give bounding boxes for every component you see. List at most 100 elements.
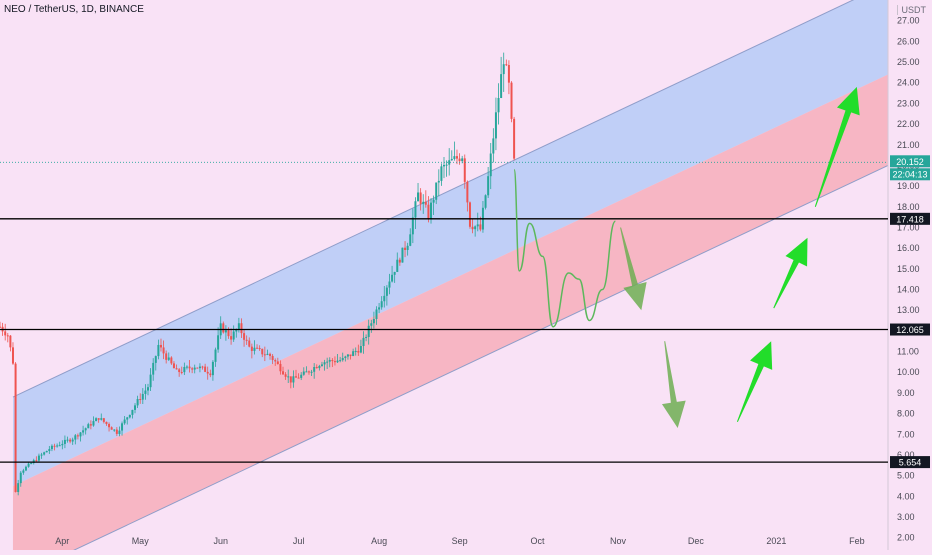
candle-body[interactable] — [494, 112, 497, 139]
candle-body[interactable] — [147, 387, 149, 391]
candle-body[interactable] — [443, 164, 445, 167]
candle-body[interactable] — [282, 371, 285, 375]
candle-body[interactable] — [471, 226, 474, 230]
candle-body[interactable] — [165, 353, 168, 360]
candle-body[interactable] — [487, 176, 490, 196]
candle-body[interactable] — [209, 373, 212, 376]
candle-body[interactable] — [185, 366, 188, 368]
candle-body[interactable] — [269, 353, 272, 356]
candle-body[interactable] — [315, 366, 318, 369]
candle-body[interactable] — [53, 445, 56, 447]
candle-body[interactable] — [141, 393, 144, 400]
candle-body[interactable] — [50, 445, 53, 450]
candle-body[interactable] — [461, 158, 464, 162]
candle-body[interactable] — [89, 424, 92, 426]
candle-body[interactable] — [354, 350, 357, 352]
candle-body[interactable] — [375, 309, 378, 319]
candle-body[interactable] — [383, 295, 386, 302]
candle-body[interactable] — [30, 463, 33, 465]
candle-body[interactable] — [230, 336, 233, 340]
candle-body[interactable] — [253, 347, 256, 351]
candle-body[interactable] — [318, 365, 321, 369]
candle-body[interactable] — [284, 374, 287, 377]
candle-body[interactable] — [424, 201, 427, 205]
candle-body[interactable] — [274, 360, 277, 362]
candle-body[interactable] — [422, 201, 425, 204]
candle-body[interactable] — [157, 344, 160, 357]
candle-body[interactable] — [180, 372, 183, 374]
candle-body[interactable] — [167, 357, 170, 360]
candle-body[interactable] — [331, 359, 334, 362]
candle-body[interactable] — [149, 374, 152, 388]
candle-body[interactable] — [100, 418, 103, 420]
candle-body[interactable] — [87, 424, 90, 429]
candle-body[interactable] — [128, 414, 131, 418]
candle-body[interactable] — [310, 371, 313, 373]
candle-body[interactable] — [113, 429, 116, 431]
candle-body[interactable] — [365, 336, 368, 338]
candle-body[interactable] — [240, 323, 243, 334]
candle-body[interactable] — [191, 368, 194, 370]
candle-body[interactable] — [232, 331, 235, 340]
candle-body[interactable] — [136, 399, 139, 406]
candle-body[interactable] — [154, 356, 157, 363]
candle-body[interactable] — [222, 323, 225, 333]
candle-body[interactable] — [248, 340, 251, 347]
candle-body[interactable] — [144, 390, 147, 394]
candle-body[interactable] — [63, 439, 66, 444]
candle-body[interactable] — [341, 357, 344, 361]
candle-body[interactable] — [201, 366, 204, 368]
projection-path[interactable] — [513, 168, 617, 328]
candle-body[interactable] — [214, 349, 217, 362]
candle-body[interactable] — [320, 364, 323, 366]
candle-body[interactable] — [121, 423, 124, 431]
candle-body[interactable] — [217, 335, 220, 350]
candle-body[interactable] — [84, 428, 87, 431]
candle-body[interactable] — [243, 333, 246, 340]
candle-body[interactable] — [372, 318, 375, 324]
candle-body[interactable] — [250, 346, 253, 351]
candle-body[interactable] — [82, 430, 85, 433]
candle-body[interactable] — [24, 466, 27, 471]
candle-body[interactable] — [97, 418, 100, 420]
candle-body[interactable] — [227, 330, 230, 337]
candle-body[interactable] — [450, 158, 453, 161]
candle-body[interactable] — [245, 339, 248, 341]
candle-body[interactable] — [479, 224, 482, 230]
candle-body[interactable] — [359, 346, 362, 353]
candle-body[interactable] — [0, 326, 1, 328]
candle-body[interactable] — [510, 82, 513, 119]
candle-body[interactable] — [417, 192, 420, 202]
candle-body[interactable] — [27, 463, 30, 467]
candle-body[interactable] — [445, 164, 448, 166]
candle-body[interactable] — [159, 344, 162, 348]
candle-body[interactable] — [380, 301, 383, 308]
candle-body[interactable] — [440, 166, 443, 181]
candle-body[interactable] — [505, 64, 508, 66]
candle-body[interactable] — [391, 274, 394, 282]
candle-body[interactable] — [427, 204, 430, 219]
candle-body[interactable] — [336, 360, 339, 363]
candle-body[interactable] — [43, 452, 46, 455]
candle-body[interactable] — [378, 307, 381, 310]
candle-body[interactable] — [258, 348, 261, 350]
candle-body[interactable] — [396, 259, 399, 272]
candle-body[interactable] — [17, 483, 20, 493]
candle-body[interactable] — [401, 247, 404, 263]
candle-body[interactable] — [110, 427, 113, 430]
candle-body[interactable] — [115, 429, 118, 434]
candle-body[interactable] — [302, 371, 305, 375]
candle-body[interactable] — [357, 350, 360, 353]
candle-body[interactable] — [261, 348, 264, 355]
candle-body[interactable] — [279, 363, 282, 372]
candle-body[interactable] — [453, 156, 456, 159]
candle-body[interactable] — [118, 430, 121, 434]
arrow-down[interactable] — [620, 227, 647, 311]
candle-body[interactable] — [393, 271, 396, 275]
candle-body[interactable] — [76, 435, 79, 437]
candle-body[interactable] — [183, 367, 186, 373]
candle-body[interactable] — [305, 371, 308, 373]
axis-unit[interactable]: USDT — [896, 5, 926, 15]
candle-body[interactable] — [172, 363, 175, 369]
candle-body[interactable] — [58, 445, 61, 447]
